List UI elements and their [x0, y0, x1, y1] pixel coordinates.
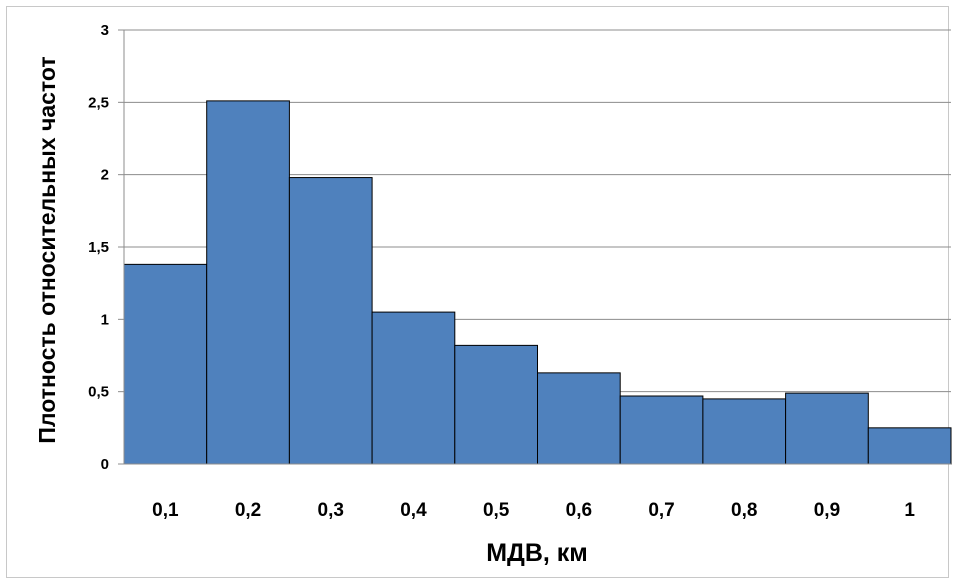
y-tick-label: 1,5: [88, 239, 109, 256]
bars: [123, 100, 952, 465]
bar: [785, 392, 869, 465]
x-tick-label: 0,5: [483, 500, 510, 521]
x-tick-label: 0,1: [152, 500, 179, 521]
bar: [454, 344, 538, 465]
y-tick-label: 2,5: [88, 94, 109, 111]
y-axis-title: Плотность относительных частот: [34, 56, 60, 443]
bar: [123, 263, 208, 465]
y-tick-label: 0: [101, 456, 109, 473]
x-tick-label: 0,7: [648, 500, 674, 521]
bar: [619, 395, 704, 465]
y-tick-labels: 0 0,5 1 1,5 2 2,5 3: [88, 22, 109, 473]
x-axis-title: МДВ, км: [486, 539, 588, 567]
bar: [288, 177, 373, 465]
y-tick-label: 2: [101, 167, 109, 184]
x-tick-labels: 0,1 0,2 0,3 0,4 0,5 0,6 0,7 0,8 0,9 1: [152, 500, 915, 521]
x-tick-label: 0,4: [400, 500, 427, 521]
y-tick-label: 3: [101, 22, 109, 39]
x-tick-label: 0,9: [814, 500, 840, 521]
x-tick-label: 1: [904, 500, 915, 521]
axes: [118, 29, 951, 465]
x-tick-label: 0,3: [318, 500, 344, 521]
y-tick-label: 0,5: [88, 384, 109, 401]
x-tick-label: 0,6: [566, 500, 592, 521]
y-tick-label: 1: [101, 311, 109, 328]
x-tick-label: 0,8: [731, 500, 757, 521]
bar: [371, 311, 456, 465]
bar: [206, 100, 290, 465]
bar: [537, 372, 621, 465]
bar: [702, 398, 787, 465]
x-tick-label: 0,2: [235, 500, 261, 521]
bar: [867, 427, 952, 465]
